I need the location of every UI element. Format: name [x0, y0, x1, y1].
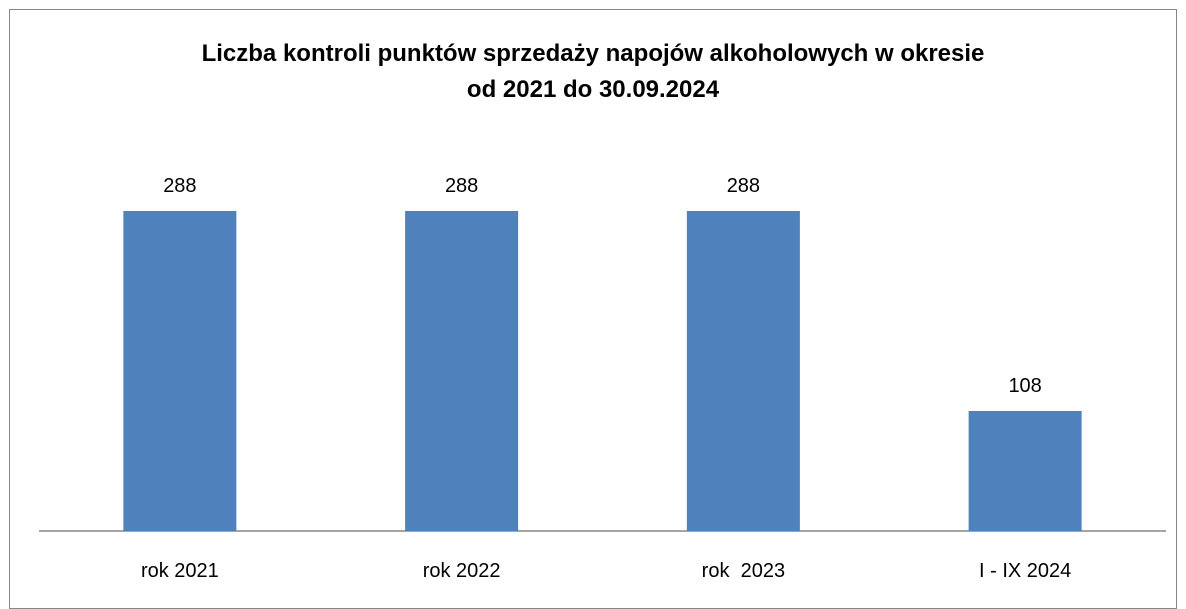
value-label-4: 108 [1008, 375, 1041, 397]
category-label-4: I - IX 2024 [979, 560, 1071, 582]
category-label-3: rok 2023 [702, 560, 785, 582]
value-label-2: 288 [445, 175, 478, 197]
category-label-1: rok 2021 [141, 560, 219, 582]
value-label-1: 288 [163, 175, 196, 197]
bar-4 [968, 411, 1082, 531]
category-labels-group: rok 2021 rok 2022 rok 2023 I - IX 2024 [141, 560, 1071, 582]
chart-title: Liczba kontroli punktów sprzedaży napojó… [201, 40, 985, 103]
category-label-2: rok 2022 [423, 560, 501, 582]
value-labels-group: 288 288 288 108 [163, 175, 1042, 397]
bar-2 [405, 211, 519, 531]
bar-chart: 288 288 288 108 rok 2021 rok 2022 rok 2023 I -… [39, 175, 1166, 582]
bar-1 [123, 211, 237, 531]
bar-3 [686, 211, 800, 531]
value-label-3: 288 [727, 175, 760, 197]
bars-group [123, 211, 1082, 531]
